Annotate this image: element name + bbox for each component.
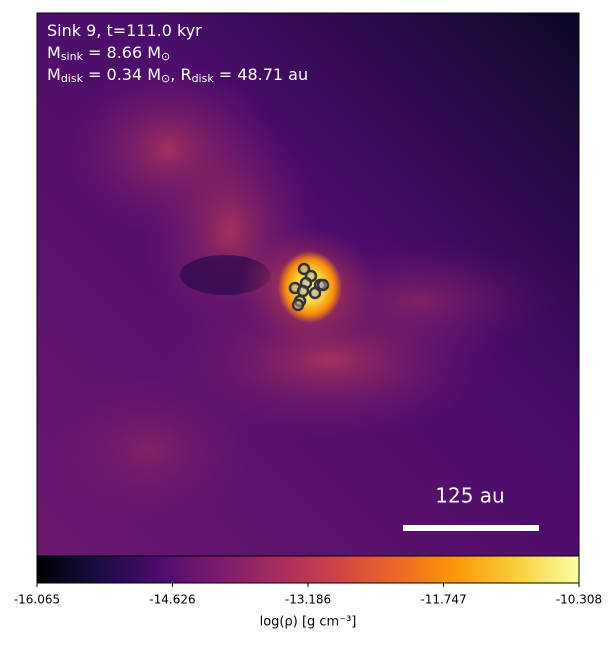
annotation-text: = 8.66 M <box>83 43 161 62</box>
annotation-text: M <box>47 43 61 62</box>
annotation-text: , R <box>170 65 191 84</box>
annotation-text: M <box>47 65 61 84</box>
annotation-line: Mdisk = 0.34 M⊙, Rdisk = 48.71 au <box>47 65 308 86</box>
subscript: disk <box>61 72 84 85</box>
scale-bar <box>403 525 539 531</box>
colorbar-tick-label: -16.065 <box>14 593 60 607</box>
colorbar <box>36 555 580 584</box>
annotation-text: = 48.71 au <box>214 65 308 84</box>
density-image <box>37 13 579 556</box>
annotation-text: Sink 9, t=111.0 kyr <box>47 21 202 40</box>
colorbar-tick-label: -11.747 <box>420 593 466 607</box>
subscript: ⊙ <box>161 50 170 63</box>
annotation-line: Msink = 8.66 M⊙ <box>47 43 170 64</box>
colorbar-tick-label: -13.186 <box>285 593 331 607</box>
annotation-line: Sink 9, t=111.0 kyr <box>47 21 202 40</box>
colorbar-tick-label: -10.308 <box>556 593 602 607</box>
sink-particles <box>288 262 330 312</box>
subscript: ⊙ <box>161 72 170 85</box>
subscript: disk <box>192 72 215 85</box>
annotation-text: = 0.34 M <box>83 65 161 84</box>
colorbar-tick-label: -14.626 <box>149 593 195 607</box>
colorbar-ticks: -16.065 -14.626 -13.186 -11.747 -10.308 <box>14 583 602 607</box>
colorbar-label: log(ρ) [g cm⁻³] <box>260 615 357 630</box>
scale-bar-label: 125 au <box>435 484 504 508</box>
subscript: sink <box>61 50 84 63</box>
